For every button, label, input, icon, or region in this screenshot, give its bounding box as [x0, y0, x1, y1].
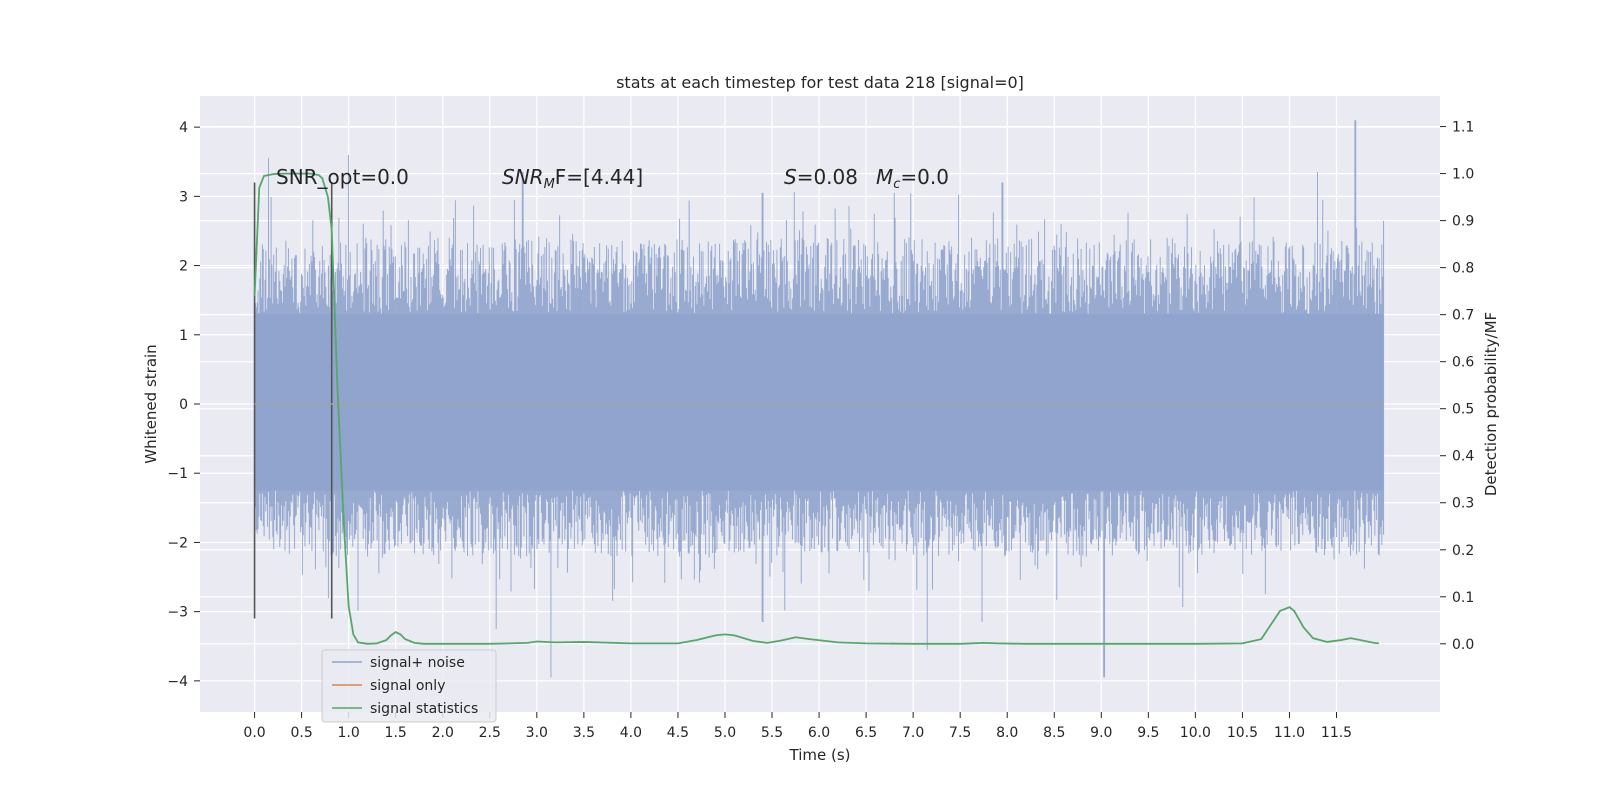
y2-tick-label: 0.6: [1452, 355, 1474, 371]
x-tick-label: 1.0: [338, 725, 360, 741]
y2-tick-label: 0.3: [1452, 496, 1474, 512]
x-tick-label: 3.5: [573, 725, 595, 741]
y-tick-label: 1: [179, 328, 188, 344]
x-tick-label: 8.5: [1043, 725, 1065, 741]
annotation-s-mc: S=0.08 Mc=0.0: [784, 165, 949, 192]
x-tick-label: 8.0: [996, 725, 1018, 741]
x-tick-label: 9.0: [1090, 725, 1112, 741]
y-tick-label: 2: [179, 259, 188, 275]
x-tick-label: 5.5: [761, 725, 783, 741]
x-tick-label: 7.0: [902, 725, 924, 741]
x-tick-label: 4.5: [667, 725, 689, 741]
annotation-snr-mf: SNRMF=[4.44]: [502, 165, 643, 192]
y-tick-label: −3: [167, 605, 188, 621]
y2-tick-label: 0.5: [1452, 402, 1474, 418]
x-tick-label: 3.0: [526, 725, 548, 741]
y2-tick-label: 0.2: [1452, 543, 1474, 559]
y-tick-label: 4: [179, 120, 188, 136]
legend-label-signal-only: signal only: [370, 678, 445, 694]
legend: signal+ noise signal only signal statist…: [321, 649, 497, 723]
annotation-mc-label: M: [876, 165, 893, 189]
x-tick-label: 0.5: [290, 725, 312, 741]
y2-tick-label: 0.8: [1452, 261, 1474, 277]
chart-title: stats at each timestep for test data 218…: [616, 73, 1024, 92]
annotation-snr-opt: SNR_opt=0.0: [276, 165, 409, 189]
x-tick-label: 6.0: [808, 725, 830, 741]
annotation-snr-mf-rest: F=[4.44]: [555, 165, 643, 189]
x-tick-label: 4.0: [620, 725, 642, 741]
legend-label-signal-statistics: signal statistics: [370, 701, 478, 717]
annotation-s-label: S: [784, 165, 797, 189]
x-tick-label: 7.5: [949, 725, 971, 741]
series-signal-plus-noise: [254, 120, 1385, 678]
annotation-snr-mf-base: SNR: [502, 165, 544, 189]
y2-tick-label: 0.7: [1452, 308, 1474, 324]
y-tick-label: 0: [179, 397, 188, 413]
legend-label-signal-plus-noise: signal+ noise: [370, 655, 465, 671]
x-tick-label: 2.5: [479, 725, 501, 741]
y-tick-label: −1: [167, 466, 188, 482]
y2-axis-label: Detection probability/MF: [1482, 312, 1500, 496]
x-tick-label: 1.5: [385, 725, 407, 741]
annotation-snr-mf-sub: M: [544, 177, 555, 192]
x-tick-label: 6.5: [855, 725, 877, 741]
series-signal-statistics: [253, 172, 1379, 645]
y2-tick-label: 0.0: [1452, 637, 1474, 653]
y-axis-label: Whitened strain: [142, 344, 160, 463]
annotation-s-value: =0.08: [797, 165, 858, 189]
y2-tick-label: 0.1: [1452, 590, 1474, 606]
x-tick-label: 5.0: [714, 725, 736, 741]
x-tick-label: 2.0: [432, 725, 454, 741]
y2-axis-ticks: 1.1 1.0 0.9 0.8 0.7 0.6 0.5 0.4 0.3 0.2 0.1 0.0: [1440, 120, 1474, 653]
annotations: SNR_opt=0.0 SNRMF=[4.44] S=0.08 Mc=0.0: [276, 165, 949, 192]
x-tick-label: 10.0: [1180, 725, 1211, 741]
y2-tick-label: 1.0: [1452, 167, 1474, 183]
x-axis-ticks: 0.0 0.5 1.0 1.5 2.0 2.5 3.0 3.5 4.0 4.5 5.0 5.5 6.0 6…: [243, 712, 1352, 741]
y-tick-label: 3: [179, 189, 188, 205]
annotation-mc-value: =0.0: [900, 165, 949, 189]
x-tick-label: 0.0: [243, 725, 265, 741]
y2-tick-label: 0.4: [1452, 449, 1474, 465]
y-tick-label: −4: [167, 674, 188, 690]
x-tick-label: 10.5: [1227, 725, 1258, 741]
legend-box: [321, 649, 497, 723]
y2-tick-label: 1.1: [1452, 120, 1474, 136]
x-tick-label: 9.5: [1137, 725, 1159, 741]
annotation-mc-sub: c: [893, 177, 900, 192]
y-tick-label: −2: [167, 535, 188, 551]
x-tick-label: 11.5: [1321, 725, 1352, 741]
marker-lines: [253, 182, 333, 619]
x-tick-label: 11.0: [1274, 725, 1305, 741]
y-axis-ticks: 4 3 2 1 0 −1 −2 −3 −4: [167, 120, 200, 690]
y2-tick-label: 0.9: [1452, 214, 1474, 230]
x-axis-label: Time (s): [789, 746, 851, 764]
